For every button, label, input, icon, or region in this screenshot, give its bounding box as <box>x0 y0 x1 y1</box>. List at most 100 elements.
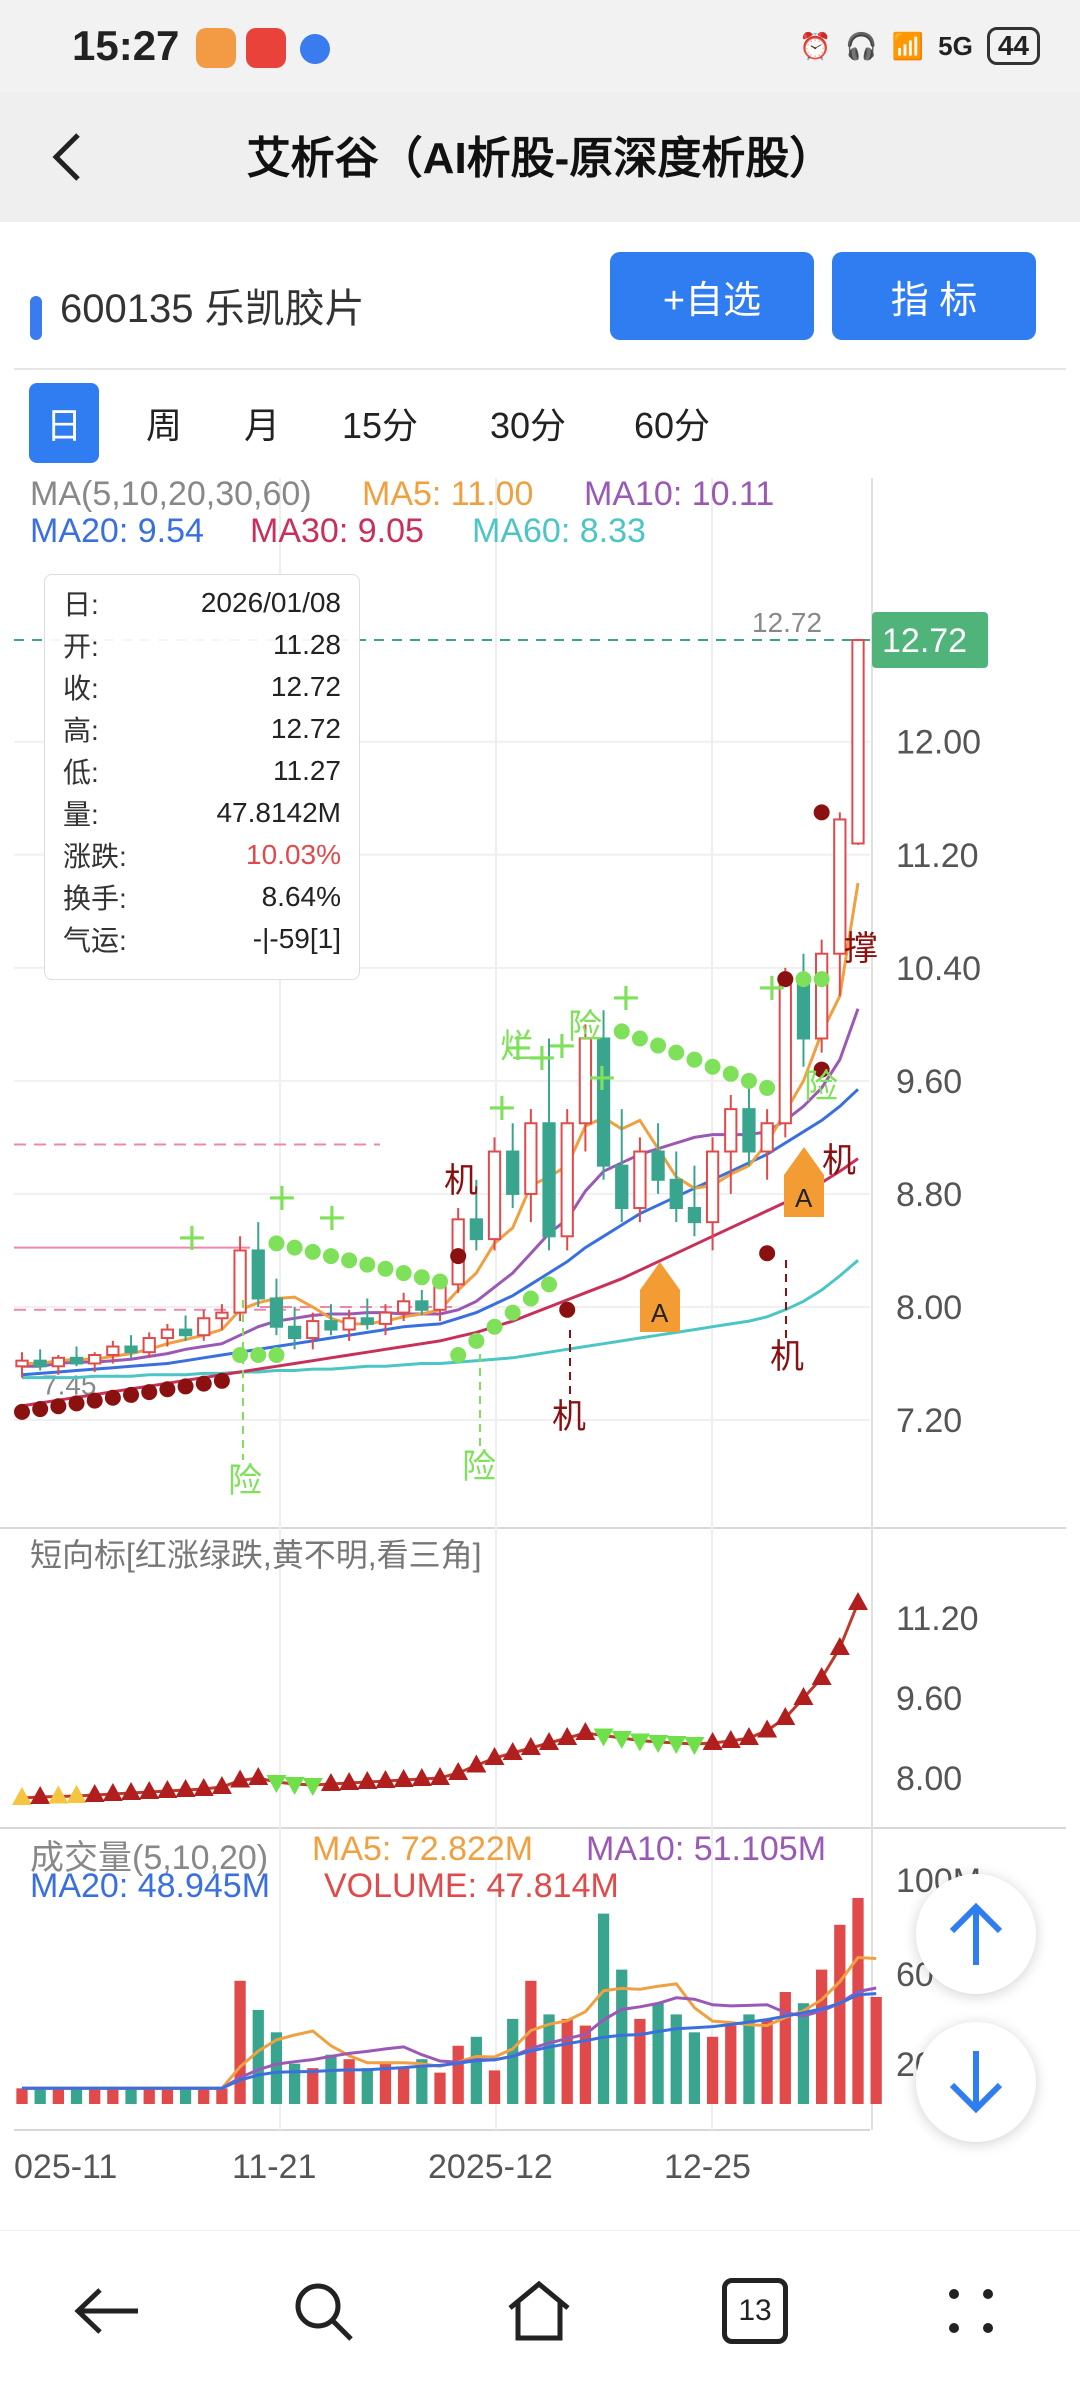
volume-bar <box>70 2088 83 2104</box>
support-dot <box>68 1395 85 1412</box>
signal-dot <box>740 1072 757 1089</box>
info-label: 涨跌: <box>63 841 127 872</box>
volume-bar <box>288 2063 301 2104</box>
chevron-left-icon <box>52 133 80 181</box>
short-triangle <box>684 1737 705 1755</box>
candle-body <box>160 1328 175 1340</box>
short-triangle <box>520 1737 541 1755</box>
ma20-legend: MA20: 9.54 <box>30 512 204 550</box>
short-triangle <box>666 1736 687 1754</box>
indicator-button[interactable]: 指 标 <box>832 252 1036 340</box>
risk-label: 险 <box>804 1067 838 1107</box>
candle-info-panel: 日: 2026/01/08 开: 11.28 收: 12.72 高: 12.72 低: 1… <box>44 574 360 980</box>
candle-body <box>487 1150 502 1241</box>
candle-body <box>542 1122 556 1238</box>
candle-body <box>687 1207 702 1224</box>
short-tick-label: 11.20 <box>896 1600 979 1638</box>
short-triangle <box>12 1787 32 1805</box>
tab-60min[interactable]: 60分 <box>633 405 711 446</box>
volume-bar <box>816 1969 828 2104</box>
volume-bar <box>688 2032 701 2104</box>
tab-30min[interactable]: 30分 <box>489 405 567 446</box>
short-triangle <box>102 1783 123 1801</box>
candle-body <box>633 1150 647 1210</box>
short-triangle <box>793 1687 814 1705</box>
stock-name: 600135 乐凯胶片 <box>60 287 365 331</box>
signal-dot <box>250 1347 267 1363</box>
short-triangle <box>66 1785 87 1803</box>
signal-dot <box>377 1260 394 1277</box>
tabs-button[interactable]: 13 <box>710 2266 800 2356</box>
info-value: 11.28 <box>273 629 341 660</box>
candle-body <box>33 1359 47 1368</box>
short-triangle <box>175 1779 196 1797</box>
signal-dot <box>704 1058 721 1075</box>
candle-body <box>796 980 811 1040</box>
menu-button[interactable] <box>926 2266 1016 2356</box>
info-label: 收: <box>63 673 99 704</box>
short-triangle <box>302 1778 323 1796</box>
support-dot <box>14 1403 30 1420</box>
search-button[interactable] <box>278 2266 368 2356</box>
support-dot <box>50 1398 67 1415</box>
price-tick-label: 8.80 <box>896 1176 962 1214</box>
short-triangle <box>575 1722 596 1740</box>
ma60-legend: MA60: 8.33 <box>472 512 646 550</box>
support-dot <box>86 1392 103 1409</box>
home-button[interactable] <box>494 2266 584 2356</box>
candle-body <box>269 1297 284 1328</box>
support-label: 撑 <box>844 929 878 969</box>
browser-back-button[interactable] <box>62 2266 152 2356</box>
price-tick-label: 9.60 <box>896 1063 962 1101</box>
candle-body <box>724 1108 738 1153</box>
short-triangle <box>648 1735 669 1753</box>
signal-dot <box>486 1318 503 1335</box>
back-button[interactable] <box>28 112 108 202</box>
volume-ma10-legend: MA10: 51.105M <box>586 1830 827 1868</box>
short-triangle <box>430 1767 450 1785</box>
support-dot <box>177 1378 194 1395</box>
tab-week[interactable]: 周 <box>145 405 182 446</box>
tab-month[interactable]: 月 <box>243 405 280 446</box>
info-row-open: 开: 11.28 <box>63 625 341 665</box>
alarm-icon: ⏰ <box>799 30 832 61</box>
volume-bar <box>797 2003 810 2104</box>
tab-15min[interactable]: 15分 <box>341 405 419 446</box>
info-row-volume: 量: 47.8142M <box>63 793 341 833</box>
volume-bar <box>579 2025 592 2104</box>
scroll-up-button[interactable] <box>916 1874 1036 1994</box>
signal-marker-dot <box>559 1301 576 1318</box>
add-watchlist-button[interactable]: +自选 <box>610 252 814 340</box>
stock-app-icon <box>246 28 286 68</box>
short-triangle <box>248 1767 269 1785</box>
signal-dot <box>613 1023 630 1040</box>
wifi-icon: 📶 <box>891 30 925 61</box>
candle-body <box>815 952 829 1040</box>
info-row-fortune: 气运: -|-59[1] <box>63 919 341 959</box>
short-triangle <box>48 1785 69 1804</box>
info-label: 高: <box>63 715 99 746</box>
signal-dot <box>522 1290 539 1307</box>
volume-bar <box>161 2088 174 2104</box>
short-triangle <box>211 1776 232 1794</box>
info-row-close: 收: 12.72 <box>63 667 341 707</box>
signal-dot <box>631 1030 648 1047</box>
short-triangle <box>411 1768 432 1786</box>
signal-dot <box>795 971 812 988</box>
volume-bar <box>125 2088 137 2104</box>
tab-day[interactable]: 日 <box>29 383 99 463</box>
volume-bar <box>852 1897 864 2104</box>
scroll-down-button[interactable] <box>916 2022 1036 2142</box>
info-label: 量: <box>63 799 99 830</box>
info-row-change: 涨跌: 10.03% <box>63 835 341 875</box>
info-label: 气运: <box>63 925 127 956</box>
a-marker <box>640 1262 680 1332</box>
volume-bar <box>870 1996 882 2104</box>
a-marker <box>784 1147 824 1217</box>
plus-marker: + <box>176 1215 208 1259</box>
volume-bar <box>834 1924 846 2104</box>
short-triangle <box>375 1770 396 1788</box>
support-dot <box>141 1384 158 1401</box>
bottom-navigation: 13 <box>0 2230 1080 2401</box>
app-notification-icon <box>196 28 236 68</box>
